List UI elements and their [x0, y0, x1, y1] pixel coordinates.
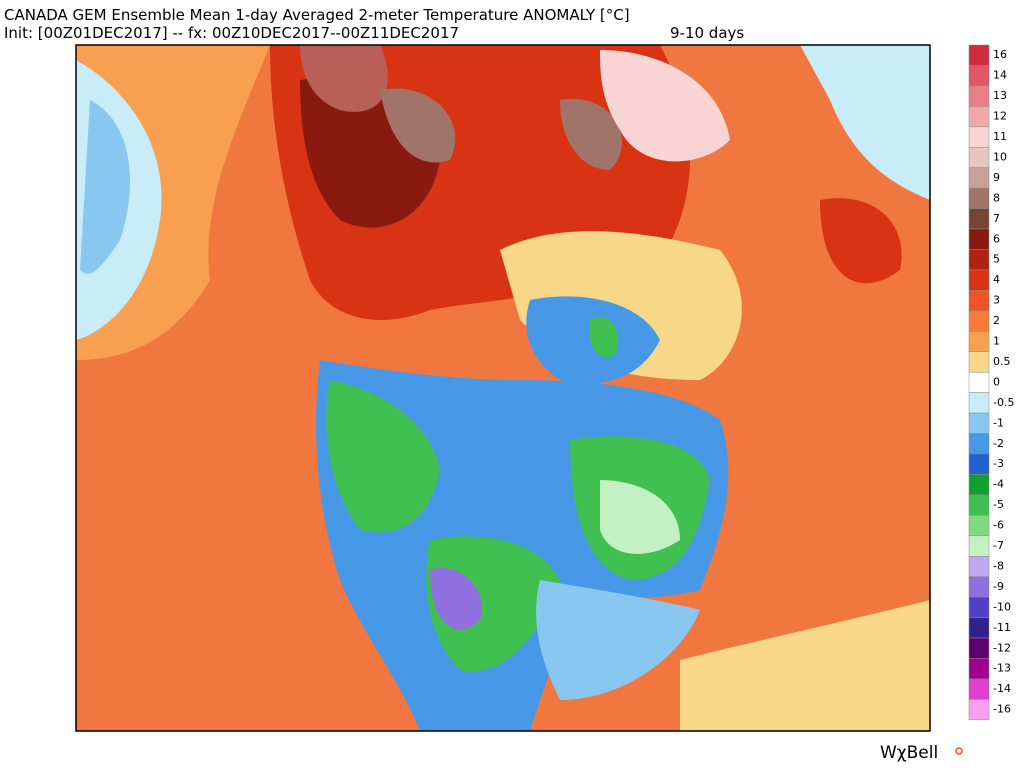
colorbar-swatch — [968, 351, 990, 373]
map — [75, 44, 931, 732]
init-line: Init: [00Z01DEC2017] -- fx: 00Z10DEC2017… — [4, 24, 459, 42]
colorbar-swatch — [968, 106, 990, 128]
colorbar-swatch — [968, 658, 990, 680]
colorbar-swatch — [968, 617, 990, 639]
colorbar-swatch — [968, 494, 990, 516]
colorbar-swatch — [968, 126, 990, 148]
colorbar-label: -6 — [993, 519, 1004, 532]
colorbar-label: -7 — [993, 539, 1004, 552]
colorbar-label: 14 — [993, 69, 1007, 82]
colorbar-label: 4 — [993, 273, 1000, 286]
colorbar-label: 6 — [993, 232, 1000, 245]
colorbar-swatch — [968, 433, 990, 455]
colorbar-swatch — [968, 556, 990, 577]
colorbar-label: -0.5 — [993, 396, 1014, 409]
colorbar-label: 3 — [993, 294, 1000, 307]
colorbar-label: 12 — [993, 110, 1007, 123]
colorbar-label: -5 — [993, 498, 1004, 511]
colorbar-swatch — [968, 596, 990, 618]
colorbar-label: 8 — [993, 191, 1000, 204]
colorbar-label: -12 — [993, 641, 1011, 654]
colorbar-swatch — [968, 228, 990, 250]
colorbar-swatch — [968, 515, 990, 537]
colorbar-label: -4 — [993, 478, 1004, 491]
colorbar-swatch — [968, 371, 990, 393]
colorbar-label: 0 — [993, 375, 1000, 388]
colorbar-swatch — [968, 310, 990, 332]
colorbar-label: -8 — [993, 559, 1004, 572]
colorbar-label: 13 — [993, 89, 1007, 102]
colorbar-label: -16 — [993, 703, 1011, 716]
colorbar-swatch — [968, 187, 990, 209]
colorbar-label: 1 — [993, 335, 1000, 348]
title: CANADA GEM Ensemble Mean 1-day Averaged … — [4, 6, 630, 24]
colorbar-swatch — [968, 331, 990, 352]
colorbar-label: -13 — [993, 662, 1011, 675]
colorbar-swatch — [968, 290, 990, 312]
colorbar-swatch — [968, 678, 990, 700]
colorbar-label: -2 — [993, 437, 1004, 450]
colorbar-label: 5 — [993, 253, 1000, 266]
colorbar-swatch — [968, 576, 990, 598]
colorbar-label: -10 — [993, 600, 1011, 613]
colorbar-label: 16 — [993, 48, 1007, 61]
colorbar-swatch — [968, 412, 990, 434]
colorbar-label: -3 — [993, 457, 1004, 470]
colorbar-swatch — [968, 392, 990, 414]
colorbar-swatch — [968, 44, 990, 66]
colorbar-label: -14 — [993, 682, 1011, 695]
logo-dot — [955, 747, 963, 755]
colorbar-swatch — [968, 65, 990, 87]
colorbar-label: 0.5 — [993, 355, 1011, 368]
logo: WχBell — [880, 743, 938, 763]
colorbar-swatch — [968, 249, 990, 271]
colorbar-swatch — [968, 699, 990, 721]
colorbar: 16 14 13 12 11 10 9 8 7 6 5 4 3 2 1 0.5 0 -0.5 -1 -2 -3 -4 -5 -… — [968, 44, 1014, 721]
colorbar-swatch — [968, 637, 990, 659]
colorbar-label: 7 — [993, 212, 1000, 225]
colorbar-swatch — [968, 208, 990, 230]
lead-time: 9-10 days — [670, 24, 744, 42]
colorbar-label: 2 — [993, 314, 1000, 327]
colorbar-swatch — [968, 474, 990, 496]
colorbar-label: -1 — [993, 416, 1004, 429]
colorbar-swatch — [968, 269, 990, 291]
colorbar-swatch — [968, 167, 990, 189]
colorbar-swatch — [968, 85, 990, 107]
colorbar-label: 9 — [993, 171, 1000, 184]
colorbar-swatch — [968, 453, 990, 475]
colorbar-swatch — [968, 535, 990, 557]
colorbar-label: -9 — [993, 580, 1004, 593]
colorbar-label: 11 — [993, 130, 1007, 143]
colorbar-label: 10 — [993, 150, 1007, 163]
colorbar-label: -11 — [993, 621, 1011, 634]
colorbar-swatch — [968, 147, 990, 168]
